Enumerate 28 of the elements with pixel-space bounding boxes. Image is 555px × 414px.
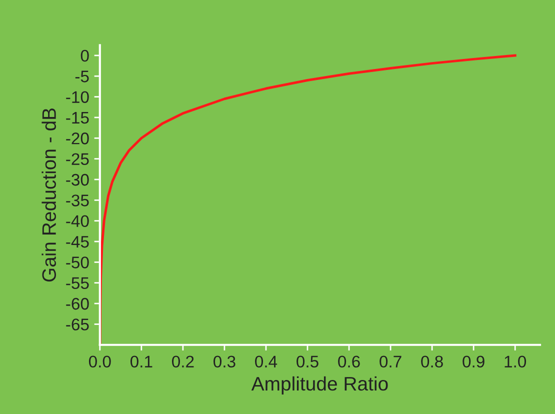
y-tick-label: -5	[75, 70, 89, 82]
y-tick-label: -15	[66, 112, 89, 124]
x-tick-label: 0.3	[214, 356, 236, 368]
y-tick-label: -10	[66, 91, 89, 104]
y-tick-label: -50	[66, 256, 89, 268]
y-tick-label: -30	[66, 174, 89, 186]
y-tick-label: 0	[80, 50, 89, 62]
y-tick-label: -35	[66, 194, 89, 206]
y-tick-label: -55	[66, 277, 89, 290]
y-tick-label: -65	[66, 318, 89, 330]
line-series	[100, 54, 516, 345]
x-tick-label: 0.8	[421, 356, 443, 368]
x-tick-label: 0.9	[462, 356, 484, 368]
y-tick-label: -60	[66, 298, 89, 310]
x-tick-label: 0.5	[296, 356, 318, 368]
x-tick-label: 1.0	[504, 356, 526, 368]
x-tick-label: 0.4	[255, 356, 278, 368]
y-tick-label: -25	[66, 153, 89, 166]
y-axis-title: Gain Reduction - dB	[42, 108, 56, 282]
y-tick-label: -45	[66, 236, 89, 248]
x-axis-title: Amplitude Ratio	[251, 376, 388, 394]
y-tick-label: -20	[66, 132, 89, 144]
x-tick-label: 0.0	[88, 356, 111, 368]
x-tick-label: 0.2	[172, 356, 194, 368]
y-tick-label: -40	[66, 215, 89, 228]
x-tick-label: 0.6	[338, 356, 360, 368]
x-tick-label: 0.1	[130, 356, 152, 368]
x-tick-label: 0.7	[380, 356, 402, 368]
